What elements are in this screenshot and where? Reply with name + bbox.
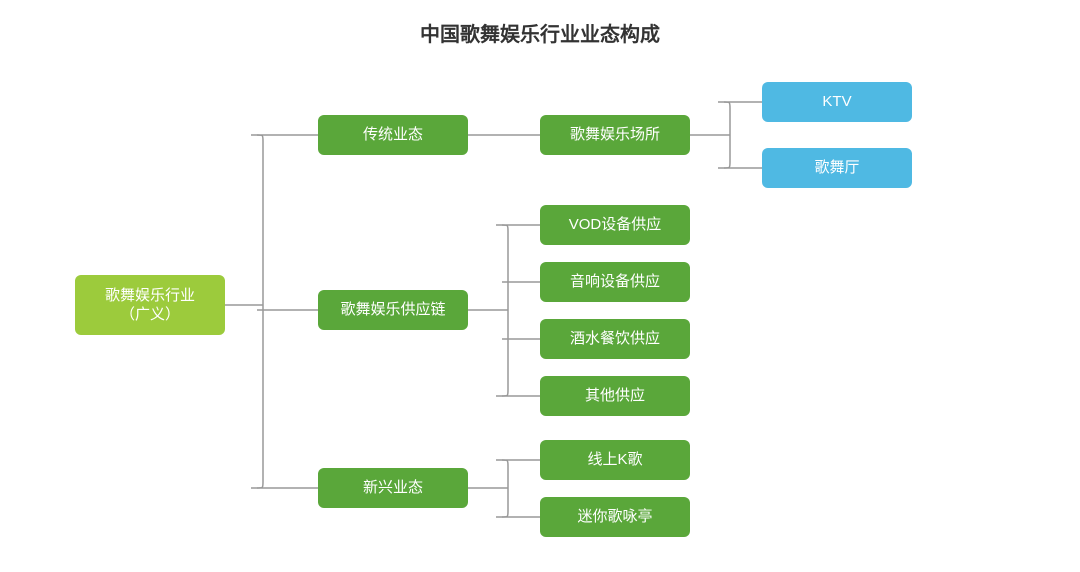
node-b1: 传统业态 — [318, 115, 468, 155]
diagram-title: 中国歌舞娱乐行业业态构成 — [0, 18, 1080, 47]
node-c2: VOD设备供应 — [540, 205, 690, 245]
node-c3: 音响设备供应 — [540, 262, 690, 302]
node-c6: 线上K歌 — [540, 440, 690, 480]
node-b3: 新兴业态 — [318, 468, 468, 508]
node-root: 歌舞娱乐行业 （广义） — [75, 275, 225, 335]
node-c4: 酒水餐饮供应 — [540, 319, 690, 359]
node-d2: 歌舞厅 — [762, 148, 912, 188]
node-b2: 歌舞娱乐供应链 — [318, 290, 468, 330]
node-d1: KTV — [762, 82, 912, 122]
node-c5: 其他供应 — [540, 376, 690, 416]
node-c7: 迷你歌咏亭 — [540, 497, 690, 537]
node-c1: 歌舞娱乐场所 — [540, 115, 690, 155]
